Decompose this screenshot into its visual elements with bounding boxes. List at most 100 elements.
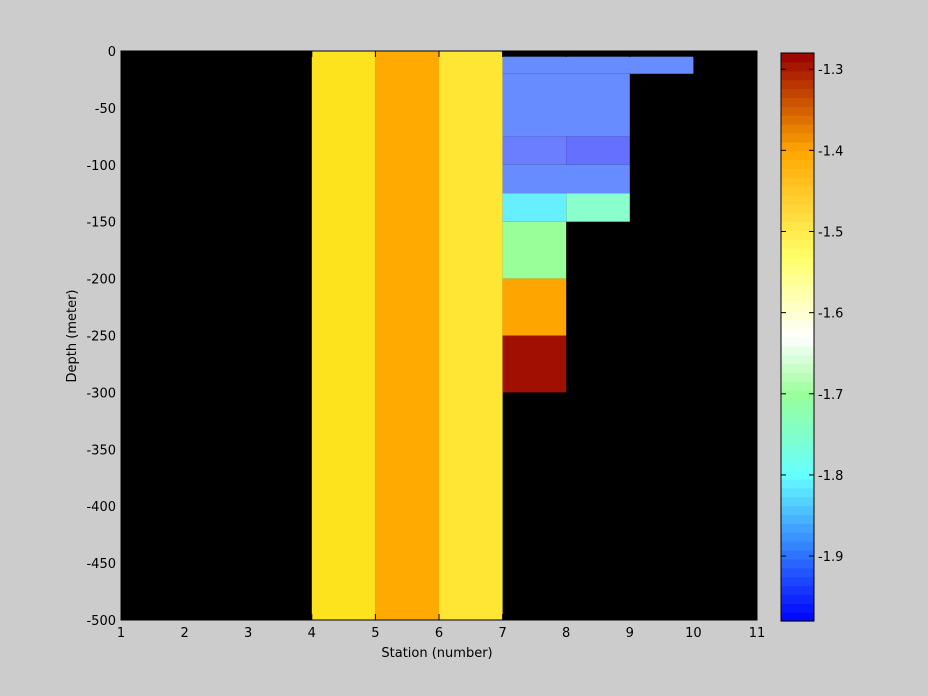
colorbar-step [781,53,814,63]
heatmap-cell-10 [502,221,567,279]
colorbar-step [781,558,814,569]
heatmap-cell-7 [502,164,630,194]
heatmap-cell-3 [502,56,694,74]
y-tick-label: -350 [86,443,116,458]
x-tick-label: 10 [685,626,702,641]
colorbar-step [781,283,814,294]
y-tick-label: 0 [108,45,116,60]
colorbar-tick-label: -1.7 [818,388,843,403]
heatmap-cell-2 [439,51,503,620]
colorbar-step [781,354,814,365]
colorbar-tick-label: -1.5 [818,226,843,241]
colorbar-step [781,195,814,205]
colorbar-step [781,212,814,223]
colorbar-step [781,141,814,152]
colorbar-step [781,61,814,72]
colorbar-step [781,479,814,489]
y-tick-label: -100 [86,159,116,174]
colorbar-tick-label: -1.4 [818,144,843,159]
y-tick-label: -400 [86,500,116,515]
colorbar-step [781,88,814,98]
x-axis-ticks: 1 2 3 4 5 6 7 8 9 10 11 [117,51,765,641]
colorbar-step [781,132,814,143]
heatmap-cell-5 [502,136,567,165]
y-tick-label: -150 [86,216,116,231]
colorbar-step [781,505,814,516]
colorbar-step [781,425,814,436]
colorbar-step [781,319,814,329]
y-tick-label: -500 [86,614,116,629]
colorbar-step [781,150,814,161]
x-tick-label: 9 [626,626,634,641]
colorbar-tick-label: -1.6 [818,307,843,322]
x-tick-label: 6 [435,626,443,641]
colorbar-tick-label: -1.3 [818,63,843,78]
colorbar-step [781,612,814,622]
colorbar-step [781,79,814,90]
colorbar-step [781,177,814,187]
x-tick-label: 2 [180,626,188,641]
colorbar-step [781,70,814,81]
heatmap-cells [311,51,694,620]
heatmap-cell-11 [502,278,567,336]
colorbar-step [781,310,814,320]
colorbar-step [781,203,814,214]
y-tick-label: -200 [86,273,116,288]
y-tick-label: -50 [95,102,116,117]
y-tick-label: -300 [86,386,116,401]
x-tick-label: 11 [749,626,766,641]
colorbar-step [781,363,814,374]
colorbar-frame [780,52,815,622]
colorbar-step [781,399,814,409]
heatmap-cell-6 [566,136,630,165]
colorbar-step [781,159,814,169]
colorbar-step [781,523,814,533]
colorbar-step [781,274,814,285]
colorbar-step [781,239,814,249]
colorbar-step [781,106,814,116]
colorbar-step [781,532,814,542]
heatmap-cell-12 [502,335,567,393]
colorbar-step [781,461,814,471]
y-tick-label: -450 [86,557,116,572]
colorbar-step [781,541,814,551]
colorbar-step [781,408,814,418]
colorbar-step [781,337,814,347]
colorbar-tick-label: -1.8 [818,469,843,484]
colorbar: -1.3 -1.4 -1.5 -1.6 -1.7 -1.8 -1.9 [780,52,843,622]
colorbar-step [781,124,814,134]
colorbar-step [781,328,814,338]
x-tick-label: 1 [117,626,125,641]
colorbar-step [781,345,814,356]
x-tick-label: 3 [244,626,252,641]
colorbar-step [781,115,814,125]
colorbar-step [781,381,814,391]
colorbar-step [781,97,814,107]
y-axis-ticks: 0 -50 -100 -150 -200 -250 -300 -350 -400 -450 -500 [86,45,757,629]
x-axis-label: Station (number) [381,646,492,661]
colorbar-step [781,594,814,604]
colorbar-step [781,487,814,498]
colorbar-step [781,372,814,382]
x-tick-label: 8 [562,626,570,641]
colorbar-step [781,221,814,232]
colorbar-step [781,452,814,462]
heatmap-cell-8 [502,193,567,222]
colorbar-ticks: -1.3 -1.4 -1.5 -1.6 -1.7 -1.8 -1.9 [781,63,843,565]
colorbar-step [781,230,814,240]
colorbar-step [781,186,814,196]
colorbar-tick-label: -1.9 [818,550,843,565]
colorbar-gradient [781,53,814,622]
heatmap-cell-9 [566,193,630,222]
colorbar-step [781,514,814,524]
x-tick-label: 7 [498,626,506,641]
colorbar-step [781,576,814,587]
colorbar-step [781,550,814,560]
colorbar-step [781,434,814,445]
colorbar-step [781,496,814,507]
colorbar-step [781,390,814,400]
colorbar-step [781,292,814,303]
colorbar-step [781,168,814,178]
colorbar-step [781,567,814,578]
